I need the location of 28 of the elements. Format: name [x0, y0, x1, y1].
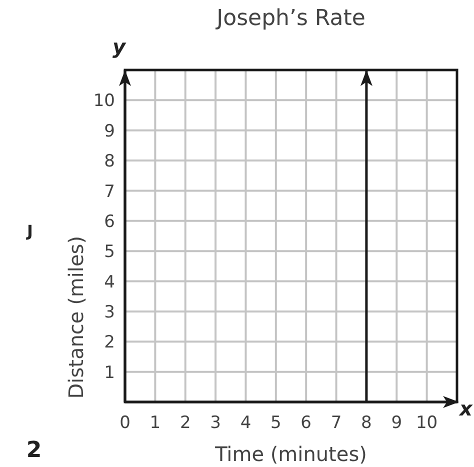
y-tick-label: 7: [104, 182, 115, 202]
x-tick-label: 3: [210, 413, 221, 434]
text: y: [112, 34, 126, 58]
y-tick-label: 4: [104, 272, 115, 292]
y-tick-label: 5: [104, 242, 115, 262]
x-tick-label: 10: [416, 413, 438, 434]
y-tick-label: 2: [104, 332, 115, 353]
text: J: [26, 221, 33, 240]
text: 2: [26, 438, 42, 464]
y-tick-label: 3: [104, 302, 115, 322]
x-tick-label: 1: [150, 413, 161, 434]
x-tick-label: 7: [330, 413, 342, 434]
y-tick-label: 9: [104, 121, 115, 142]
x-tick-label: 8: [361, 413, 372, 434]
y-tick-label: 6: [104, 212, 115, 232]
y-tick-label: 1: [104, 362, 115, 383]
y-tick-label: 10: [93, 91, 115, 112]
y-axis-title: Distance (miles): [64, 236, 88, 399]
x-tick-label: 6: [300, 413, 312, 434]
x-tick-label: 9: [391, 413, 402, 434]
x-axis-title: Time (minutes): [214, 442, 367, 466]
x-tick-label: 4: [240, 413, 252, 434]
x-tick-label: 0: [120, 413, 130, 434]
text: x: [458, 396, 474, 420]
chart-title: Joseph’s Rate: [214, 6, 366, 31]
x-tick-label: 2: [180, 413, 191, 434]
x-tick-label: 5: [270, 413, 282, 434]
y-tick-label: 8: [104, 152, 115, 172]
